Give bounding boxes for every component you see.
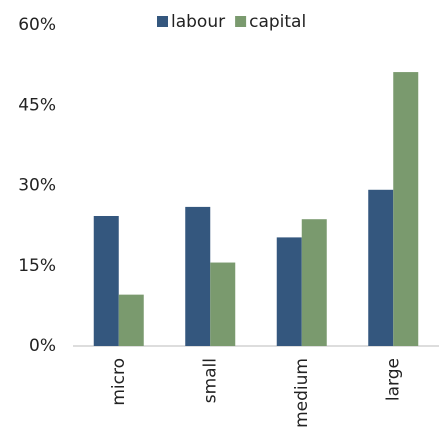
y-tick-label: 45% (18, 95, 56, 115)
x-tick-label: small (200, 358, 220, 403)
x-tick-label: medium (292, 358, 312, 428)
y-tick-label: 60% (18, 15, 56, 35)
x-tick-label: large (383, 358, 403, 401)
bar (301, 219, 327, 346)
bar (93, 215, 119, 346)
legend-label: labour (171, 12, 225, 32)
bar (393, 72, 419, 346)
y-tick-label: 15% (18, 256, 56, 276)
bar (118, 294, 144, 346)
legend-swatch (235, 16, 247, 27)
legend-label: capital (249, 12, 306, 32)
x-tick-label: micro (109, 358, 129, 406)
y-tick-label: 0% (29, 336, 56, 356)
bar (368, 189, 394, 346)
bar (185, 206, 211, 346)
y-tick-label: 30% (18, 176, 56, 196)
bar (276, 237, 302, 346)
legend-swatch (157, 16, 168, 27)
bar (210, 262, 236, 346)
